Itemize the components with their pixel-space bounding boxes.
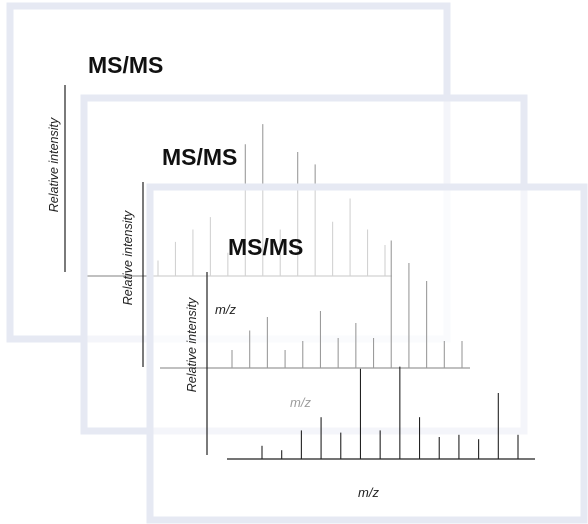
spectrum-panel-3: MS/MS Relative intensity m/z	[146, 183, 588, 524]
peaks	[261, 366, 519, 459]
panel-title: MS/MS	[162, 144, 237, 170]
panel-title: MS/MS	[228, 234, 303, 260]
panel-title: MS/MS	[88, 52, 163, 78]
y-axis-label: Relative intensity	[121, 210, 135, 305]
y-axis-label: Relative intensity	[185, 297, 199, 392]
x-axis-label: m/z	[358, 485, 379, 500]
x-axis-label-spectrum-1: m/z	[215, 302, 236, 317]
panel-frame	[146, 183, 588, 524]
y-axis-label: Relative intensity	[47, 117, 61, 212]
